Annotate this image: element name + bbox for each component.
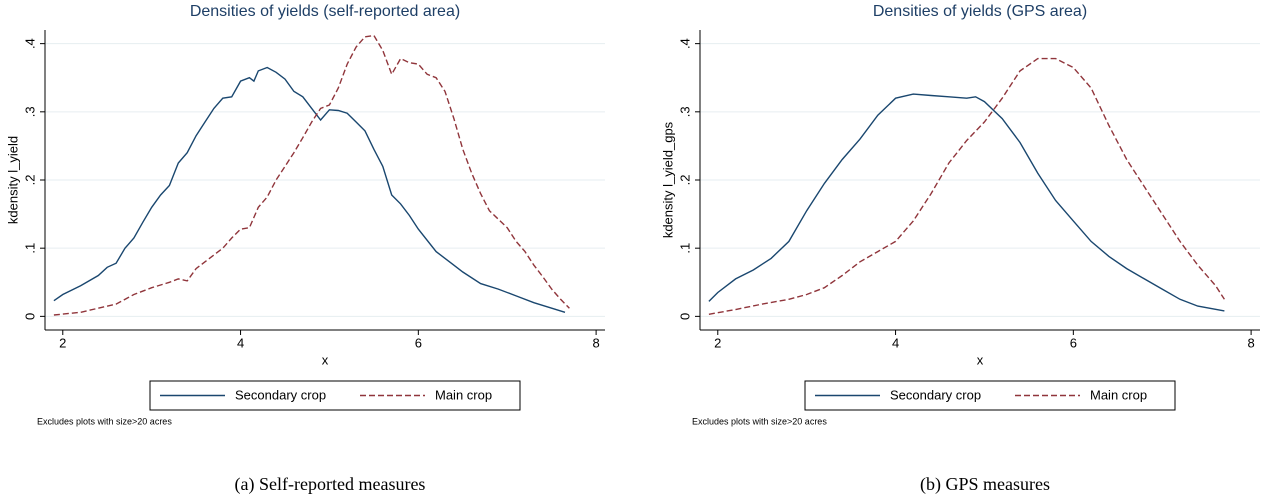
y-tick-label: 0 — [677, 313, 692, 320]
legend-label: Secondary crop — [235, 387, 326, 402]
x-axis-label: x — [977, 352, 984, 367]
x-tick-label: 2 — [714, 335, 721, 350]
y-axis-label: kdensity l_yield_gps — [660, 121, 675, 238]
y-tick-label: .2 — [677, 175, 692, 186]
note: Excludes plots with size>20 acres — [37, 416, 172, 426]
legend-label: Secondary crop — [890, 387, 981, 402]
series-line — [53, 66, 566, 313]
y-tick-label: .1 — [677, 243, 692, 254]
y-tick-label: 0 — [22, 313, 37, 320]
y-tick-label: .1 — [22, 243, 37, 254]
x-tick-label: 4 — [892, 335, 899, 350]
chart-panel: Densities of yields (self-reported area)… — [5, 3, 605, 495]
x-tick-label: 2 — [59, 335, 66, 350]
y-tick-label: .4 — [22, 38, 37, 49]
x-tick-label: 8 — [1247, 335, 1254, 350]
legend-label: Main crop — [435, 387, 492, 402]
y-tick-label: .2 — [22, 175, 37, 186]
y-axis-label: kdensity l_yield — [5, 136, 20, 224]
series-line — [708, 57, 1225, 315]
chart-panel: Densities of yields (GPS area) 0 .1 .2 .3 .4 2… — [660, 3, 1260, 495]
x-axis-label: x — [322, 352, 329, 367]
caption: (a) Self-reported measures — [235, 474, 426, 495]
note: Excludes plots with size>20 acres — [692, 416, 827, 426]
series-line — [708, 93, 1225, 312]
x-tick-label: 8 — [592, 335, 599, 350]
y-tick-label: .4 — [677, 38, 692, 49]
legend-label: Main crop — [1090, 387, 1147, 402]
series-line — [53, 34, 570, 316]
caption: (b) GPS measures — [920, 474, 1050, 495]
x-tick-label: 6 — [1070, 335, 1077, 350]
y-tick-label: .3 — [22, 106, 37, 117]
x-tick-label: 4 — [237, 335, 244, 350]
chart-title: Densities of yields (GPS area) — [873, 3, 1087, 20]
chart-title: Densities of yields (self-reported area) — [190, 3, 460, 20]
y-tick-label: .3 — [677, 106, 692, 117]
x-tick-label: 6 — [415, 335, 422, 350]
